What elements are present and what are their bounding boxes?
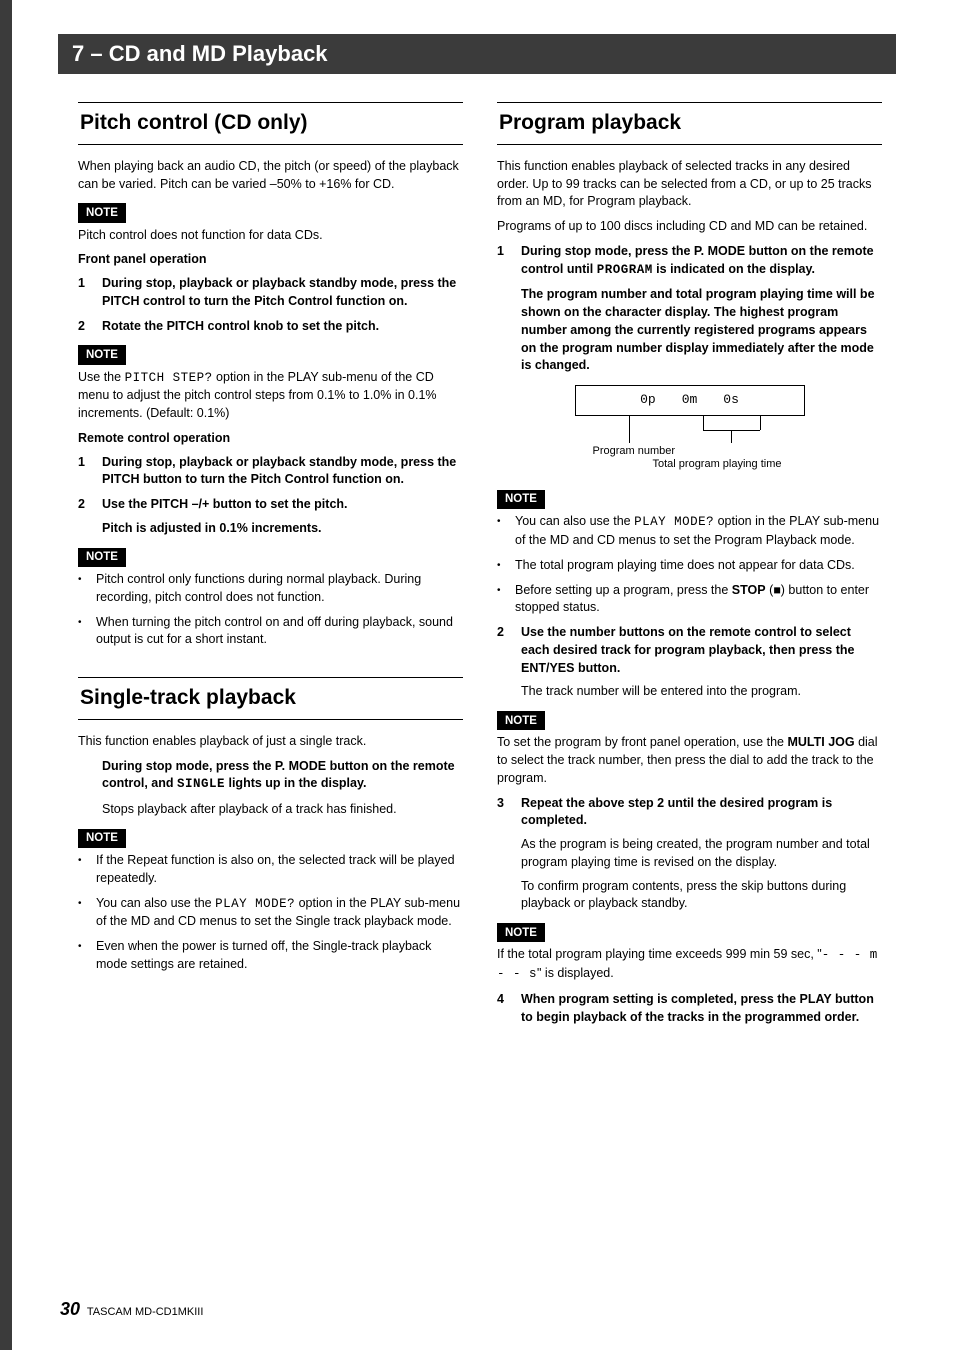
left-column: Pitch control (CD only) When playing bac… xyxy=(78,100,463,1033)
list-item: 1During stop, playback or playback stand… xyxy=(78,275,463,311)
note-text: To set the program by front panel operat… xyxy=(497,734,882,787)
list-item: 2Rotate the PITCH control knob to set th… xyxy=(78,318,463,336)
bullet-list: You can also use the PLAY MODE? option i… xyxy=(497,513,882,617)
ordered-list: 2 Use the number buttons on the remote c… xyxy=(497,624,882,701)
paragraph: Programs of up to 100 discs including CD… xyxy=(497,218,882,236)
section-title-pitch: Pitch control (CD only) xyxy=(78,102,463,145)
list-item: Pitch control only functions during norm… xyxy=(78,571,463,607)
paragraph: When playing back an audio CD, the pitch… xyxy=(78,158,463,194)
list-item: The total program playing time does not … xyxy=(497,557,882,575)
ordered-list: 4When program setting is completed, pres… xyxy=(497,991,882,1027)
chapter-header: 7 – CD and MD Playback xyxy=(58,34,896,74)
note-tag: NOTE xyxy=(78,345,126,364)
diagram-value: 0p xyxy=(640,391,656,409)
product-name: TASCAM MD-CD1MKIII xyxy=(87,1306,204,1318)
list-item: If the Repeat function is also on, the s… xyxy=(78,852,463,888)
list-item: 4When program setting is completed, pres… xyxy=(497,991,882,1027)
lcd-text: PLAY MODE? xyxy=(215,897,295,911)
indented-bold: During stop mode, press the P. MODE butt… xyxy=(102,758,463,795)
list-item: You can also use the PLAY MODE? option i… xyxy=(497,513,882,550)
paragraph: This function enables playback of select… xyxy=(497,158,882,211)
sub-heading: Remote control operation xyxy=(78,430,463,448)
lcd-text: PITCH STEP? xyxy=(125,371,213,385)
diagram-value: 0m xyxy=(682,391,698,409)
diagram-label: Total program playing time xyxy=(653,457,883,473)
lcd-text: PLAY MODE? xyxy=(634,515,714,529)
note-tag: NOTE xyxy=(497,711,545,730)
right-column: Program playback This function enables p… xyxy=(497,100,882,1033)
content-columns: Pitch control (CD only) When playing bac… xyxy=(78,100,882,1033)
list-item: 1 During stop mode, press the P. MODE bu… xyxy=(497,243,882,375)
note-tag: NOTE xyxy=(78,203,126,222)
list-item: Even when the power is turned off, the S… xyxy=(78,938,463,974)
sub-heading: Front panel operation xyxy=(78,251,463,269)
list-item: You can also use the PLAY MODE? option i… xyxy=(78,895,463,932)
display-diagram: 0p 0m 0s Program number Total program pl… xyxy=(575,385,805,475)
lcd-text: SINGLE xyxy=(177,777,225,791)
list-item: When turning the pitch control on and of… xyxy=(78,614,463,650)
list-item: 1During stop, playback or playback stand… xyxy=(78,454,463,490)
section-title-program: Program playback xyxy=(497,102,882,145)
paragraph: This function enables playback of just a… xyxy=(78,733,463,751)
list-item: 3 Repeat the above step 2 until the desi… xyxy=(497,795,882,914)
note-tag: NOTE xyxy=(497,490,545,509)
section-title-single: Single-track playback xyxy=(78,677,463,720)
ordered-list: 1During stop, playback or playback stand… xyxy=(78,275,463,335)
ordered-list: 1 During stop mode, press the P. MODE bu… xyxy=(497,243,882,375)
list-item: 2Use the PITCH –/+ button to set the pit… xyxy=(78,496,463,538)
ordered-list: 1During stop, playback or playback stand… xyxy=(78,454,463,538)
note-text: Pitch control does not function for data… xyxy=(78,227,463,245)
note-tag: NOTE xyxy=(78,548,126,567)
lcd-text: PROGRAM xyxy=(597,263,653,277)
page-footer: 30 TASCAM MD-CD1MKIII xyxy=(60,1299,203,1320)
list-item: Before setting up a program, press the S… xyxy=(497,582,882,618)
bullet-list: If the Repeat function is also on, the s… xyxy=(78,852,463,974)
page-number: 30 xyxy=(60,1299,80,1319)
list-item: 2 Use the number buttons on the remote c… xyxy=(497,624,882,701)
note-text: If the total program playing time exceed… xyxy=(497,946,882,984)
note-tag: NOTE xyxy=(497,923,545,942)
note-text: Use the PITCH STEP? option in the PLAY s… xyxy=(78,369,463,423)
bullet-list: Pitch control only functions during norm… xyxy=(78,571,463,649)
ordered-list: 3 Repeat the above step 2 until the desi… xyxy=(497,795,882,914)
diagram-value: 0s xyxy=(723,391,739,409)
side-accent-bar xyxy=(0,0,12,1350)
note-tag: NOTE xyxy=(78,829,126,848)
indented-text: Stops playback after playback of a track… xyxy=(102,801,463,819)
